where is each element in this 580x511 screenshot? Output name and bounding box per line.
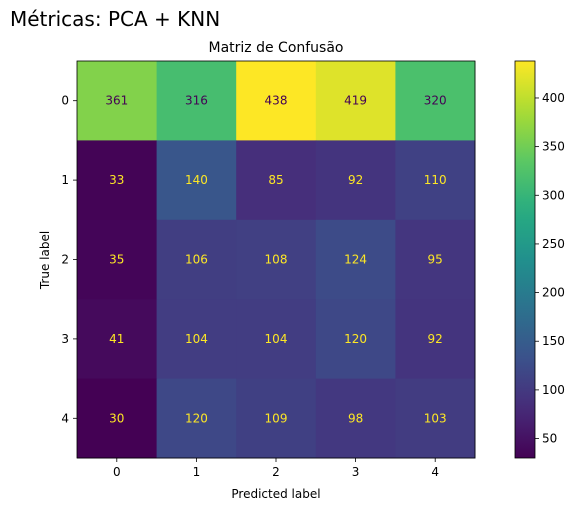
heatmap-cell <box>77 219 158 300</box>
y-tick-label: 0 <box>61 94 69 108</box>
y-axis-label: True label <box>38 231 52 290</box>
x-tick-label: 0 <box>113 465 121 479</box>
heatmap-cell <box>395 378 476 459</box>
cell-value-label: 104 <box>185 332 208 346</box>
cell-value-label: 106 <box>185 253 208 267</box>
heatmap-cell <box>77 378 158 459</box>
heatmap-cell <box>395 219 476 300</box>
x-axis: 0 1 2 3 4 <box>113 458 439 479</box>
y-tick-label: 3 <box>61 332 69 346</box>
heatmap-cells: 361 316 438 419 320 33 140 85 92 110 35 106 108 124 95… <box>77 61 476 459</box>
heatmap-cell <box>395 140 476 221</box>
heatmap-cell <box>156 140 237 221</box>
cell-value-label: 92 <box>428 332 443 346</box>
cell-value-label: 30 <box>109 411 124 425</box>
heatmap-cell <box>156 61 237 141</box>
x-tick-label: 4 <box>431 465 439 479</box>
cell-value-label: 316 <box>185 94 208 108</box>
colorbar-tick-label: 300 <box>542 188 565 202</box>
colorbar-tick-label: 250 <box>542 237 565 251</box>
heatmap-cell <box>315 61 396 141</box>
cell-value-label: 85 <box>268 173 283 187</box>
y-tick-label: 2 <box>61 253 69 267</box>
cell-value-label: 110 <box>424 173 447 187</box>
colorbar-tick-label: 100 <box>542 383 565 397</box>
heatmap-cell <box>156 299 237 380</box>
colorbar-tick-label: 50 <box>542 432 557 446</box>
y-tick-label: 1 <box>61 173 69 187</box>
cell-value-label: 95 <box>428 253 443 267</box>
heatmap-cell <box>315 219 396 300</box>
x-axis-label: Predicted label <box>231 487 320 501</box>
cell-value-label: 35 <box>109 253 124 267</box>
cell-value-label: 103 <box>424 411 447 425</box>
figure-suptitle: Métricas: PCA + KNN <box>10 7 220 31</box>
cell-value-label: 33 <box>109 173 124 187</box>
heatmap-cell <box>236 299 317 380</box>
cell-value-label: 419 <box>344 94 367 108</box>
cell-value-label: 109 <box>265 411 288 425</box>
colorbar-tick-label: 150 <box>542 334 565 348</box>
cell-value-label: 92 <box>348 173 363 187</box>
heatmap-cell <box>315 299 396 380</box>
cell-value-label: 140 <box>185 173 208 187</box>
cell-value-label: 41 <box>109 332 124 346</box>
cell-value-label: 438 <box>265 94 288 108</box>
colorbar-tick-label: 350 <box>542 140 565 154</box>
heatmap-cell <box>315 378 396 459</box>
colorbar-tick-label: 400 <box>542 91 565 105</box>
heatmap-cell <box>395 61 476 141</box>
colorbar-tick-label: 200 <box>542 286 565 300</box>
heatmap-cell <box>77 140 158 221</box>
heatmap-cell <box>395 299 476 380</box>
x-tick-label: 3 <box>352 465 360 479</box>
heatmap-cell <box>77 299 158 380</box>
heatmap-cell <box>236 140 317 221</box>
cell-value-label: 108 <box>265 253 288 267</box>
cell-value-label: 320 <box>424 94 447 108</box>
heatmap-cell <box>156 219 237 300</box>
x-tick-label: 1 <box>193 465 201 479</box>
heatmap-cell <box>156 378 237 459</box>
colorbar: 50 100 150 200 250 300 350 400 <box>514 60 565 459</box>
cell-value-label: 120 <box>185 411 208 425</box>
colorbar-gradient <box>514 60 536 459</box>
heatmap-cell <box>236 61 317 141</box>
cell-value-label: 104 <box>265 332 288 346</box>
y-tick-label: 4 <box>61 411 69 425</box>
cell-value-label: 98 <box>348 411 363 425</box>
heatmap-cell <box>77 61 158 141</box>
heatmap-cell <box>236 378 317 459</box>
cell-value-label: 361 <box>105 94 128 108</box>
heatmap-cell <box>315 140 396 221</box>
cell-value-label: 124 <box>344 253 367 267</box>
cell-value-label: 120 <box>344 332 367 346</box>
chart-title: Matriz de Confusão <box>209 40 344 56</box>
heatmap-cell <box>236 219 317 300</box>
y-axis: 0 1 2 3 4 <box>61 94 77 425</box>
x-tick-label: 2 <box>272 465 280 479</box>
